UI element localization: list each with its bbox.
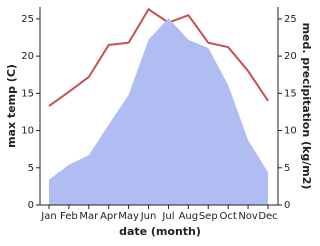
temp-line <box>48 7 269 107</box>
y2-tick-label: 25 <box>284 14 297 25</box>
y-tick-label: 10 <box>21 126 34 137</box>
y2-axis-label: med. precipitation (kg/m2) <box>300 23 313 190</box>
x-tick-label: May <box>118 211 139 222</box>
y2-tick-label: 10 <box>284 126 297 137</box>
x-tick-label: Jul <box>161 211 174 222</box>
y-axis-label: max temp (C) <box>5 64 18 148</box>
x-tick-label: Dec <box>258 211 277 222</box>
y2-tick-label: 20 <box>284 51 297 62</box>
y2-tick-label: 5 <box>284 163 290 174</box>
x-tick-label: Jun <box>140 211 157 222</box>
x-tick-label: Oct <box>220 211 237 222</box>
x-tick-label: Sep <box>199 211 218 222</box>
y-tick-label: 5 <box>28 163 34 174</box>
y-tick-label: 0 <box>28 200 34 211</box>
x-tick-label: Nov <box>238 211 258 222</box>
x-tick-label: Apr <box>100 211 118 222</box>
y2-tick-label: 15 <box>284 88 297 99</box>
x-axis-label: date (month) <box>119 225 201 238</box>
chart: date (month) max temp (C) med. precipita… <box>5 7 313 238</box>
precip-area <box>49 18 268 206</box>
x-tick-label: Jan <box>40 211 56 222</box>
y2-tick-label: 0 <box>284 200 290 211</box>
y-tick-label: 25 <box>21 14 34 25</box>
y-tick-label: 15 <box>21 88 34 99</box>
x-tick-label: Mar <box>79 211 99 222</box>
x-tick-label: Feb <box>60 211 78 222</box>
y-tick-label: 20 <box>21 51 34 62</box>
x-tick-label: Aug <box>179 211 199 222</box>
